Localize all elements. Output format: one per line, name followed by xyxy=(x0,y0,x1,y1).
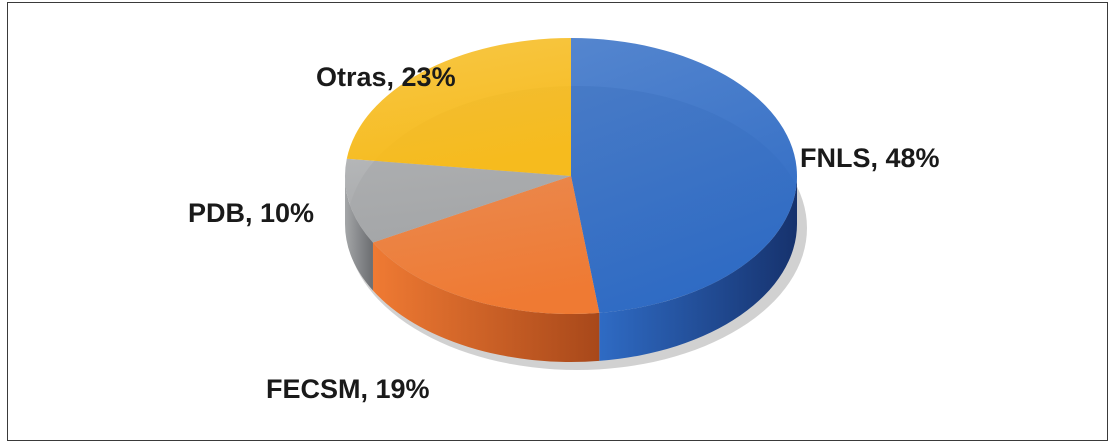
slice-label-fnls: FNLS, 48% xyxy=(800,143,940,173)
pie-labels: FNLS, 48% FECSM, 19% PDB, 10% Otras, 23% xyxy=(188,62,940,404)
pie-side-fecsm xyxy=(372,242,600,362)
pie-side-pdb xyxy=(345,176,373,291)
pie-side-fnls xyxy=(599,176,797,361)
pie-slice-pdb xyxy=(345,158,571,243)
pie-slice-fnls xyxy=(571,38,798,313)
slice-label-otras: Otras, 23% xyxy=(316,62,456,92)
pie-slice-fecsm xyxy=(372,176,600,314)
slice-label-fecsm: FECSM, 19% xyxy=(266,374,430,404)
pie-tops xyxy=(345,38,798,314)
slice-label-pdb: PDB, 10% xyxy=(188,198,314,228)
pie-slice-otras xyxy=(346,38,571,176)
